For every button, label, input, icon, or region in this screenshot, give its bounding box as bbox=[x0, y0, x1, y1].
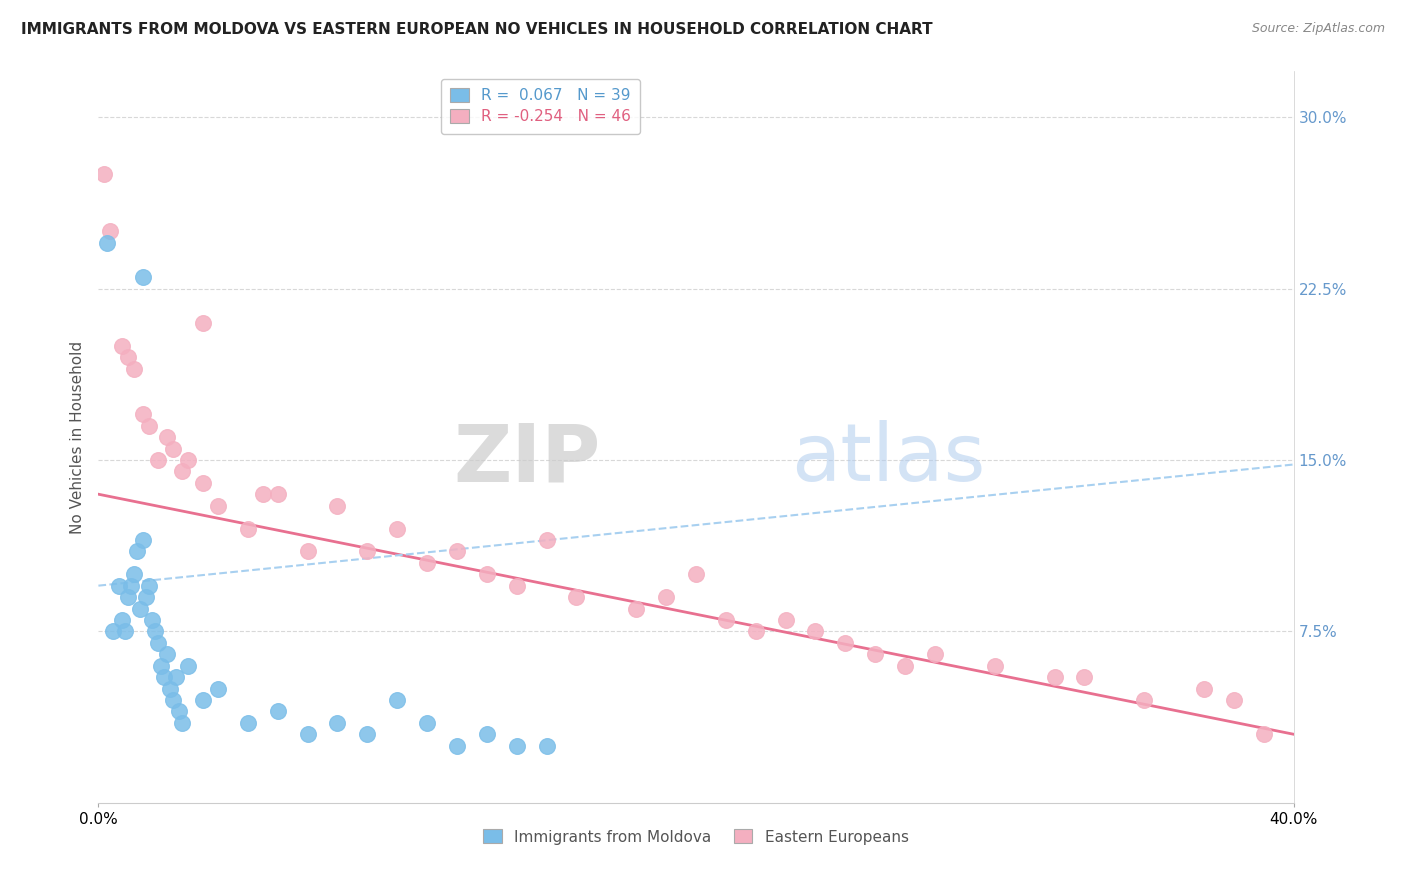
Point bbox=[475, 567, 498, 582]
Point bbox=[103, 624, 125, 639]
Point bbox=[745, 624, 768, 639]
Point bbox=[132, 270, 155, 285]
Point bbox=[385, 693, 409, 707]
Legend: Immigrants from Moldova, Eastern Europeans: Immigrants from Moldova, Eastern Europea… bbox=[474, 821, 918, 854]
Point bbox=[236, 715, 259, 730]
Point bbox=[804, 624, 827, 639]
Point bbox=[565, 590, 588, 604]
Point bbox=[267, 487, 290, 501]
Point bbox=[98, 224, 122, 238]
Point bbox=[138, 418, 160, 433]
Point bbox=[506, 739, 529, 753]
Point bbox=[117, 350, 139, 364]
Text: atlas: atlas bbox=[792, 420, 986, 498]
Point bbox=[120, 579, 142, 593]
Point bbox=[132, 407, 155, 421]
Point bbox=[153, 670, 176, 684]
Point bbox=[416, 715, 439, 730]
Point bbox=[1223, 693, 1246, 707]
Y-axis label: No Vehicles in Household: No Vehicles in Household bbox=[69, 341, 84, 533]
Point bbox=[416, 556, 439, 570]
Point bbox=[162, 442, 184, 456]
Point bbox=[156, 430, 179, 444]
Point bbox=[127, 544, 149, 558]
Point bbox=[167, 705, 190, 719]
Point bbox=[124, 567, 146, 582]
Point bbox=[135, 590, 157, 604]
Point bbox=[1253, 727, 1275, 741]
Point bbox=[714, 613, 737, 627]
Point bbox=[156, 647, 179, 661]
Point bbox=[191, 316, 214, 330]
Point bbox=[132, 533, 155, 547]
Point bbox=[93, 167, 115, 181]
Point bbox=[475, 727, 498, 741]
Point bbox=[1192, 681, 1215, 696]
Point bbox=[252, 487, 274, 501]
Point bbox=[894, 658, 917, 673]
Text: Source: ZipAtlas.com: Source: ZipAtlas.com bbox=[1251, 22, 1385, 36]
Point bbox=[626, 601, 648, 615]
Point bbox=[385, 521, 409, 535]
Point bbox=[446, 544, 468, 558]
Point bbox=[143, 624, 166, 639]
Point bbox=[1073, 670, 1095, 684]
Point bbox=[326, 715, 349, 730]
Point bbox=[172, 715, 194, 730]
Point bbox=[129, 601, 152, 615]
Point bbox=[191, 693, 214, 707]
Point bbox=[685, 567, 707, 582]
Point bbox=[775, 613, 797, 627]
Point bbox=[236, 521, 259, 535]
Point bbox=[297, 544, 319, 558]
Point bbox=[162, 693, 184, 707]
Point bbox=[141, 613, 163, 627]
Point bbox=[924, 647, 946, 661]
Point bbox=[114, 624, 136, 639]
Point bbox=[297, 727, 319, 741]
Point bbox=[1133, 693, 1156, 707]
Point bbox=[150, 658, 173, 673]
Point bbox=[177, 658, 200, 673]
Point bbox=[191, 475, 214, 490]
Point bbox=[111, 338, 134, 352]
Point bbox=[865, 647, 887, 661]
Point bbox=[984, 658, 1007, 673]
Point bbox=[111, 613, 134, 627]
Point bbox=[207, 681, 229, 696]
Point bbox=[356, 544, 378, 558]
Text: ZIP: ZIP bbox=[453, 420, 600, 498]
Point bbox=[117, 590, 139, 604]
Point bbox=[446, 739, 468, 753]
Point bbox=[834, 636, 856, 650]
Point bbox=[165, 670, 187, 684]
Point bbox=[1043, 670, 1066, 684]
Point bbox=[172, 464, 194, 478]
Point bbox=[177, 453, 200, 467]
Point bbox=[159, 681, 181, 696]
Point bbox=[96, 235, 118, 250]
Point bbox=[124, 361, 146, 376]
Point bbox=[138, 579, 160, 593]
Point bbox=[148, 453, 170, 467]
Point bbox=[536, 739, 558, 753]
Point bbox=[267, 705, 290, 719]
Point bbox=[148, 636, 170, 650]
Point bbox=[655, 590, 678, 604]
Point bbox=[536, 533, 558, 547]
Point bbox=[207, 499, 229, 513]
Point bbox=[326, 499, 349, 513]
Point bbox=[356, 727, 378, 741]
Point bbox=[108, 579, 131, 593]
Text: IMMIGRANTS FROM MOLDOVA VS EASTERN EUROPEAN NO VEHICLES IN HOUSEHOLD CORRELATION: IMMIGRANTS FROM MOLDOVA VS EASTERN EUROP… bbox=[21, 22, 932, 37]
Point bbox=[506, 579, 529, 593]
